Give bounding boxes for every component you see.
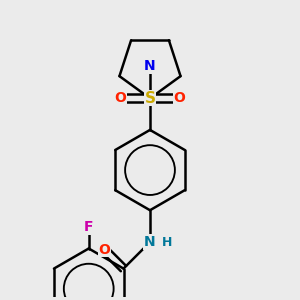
Text: F: F	[84, 220, 94, 234]
Text: H: H	[162, 236, 172, 249]
Text: N: N	[144, 59, 156, 73]
Text: N: N	[144, 235, 156, 249]
Text: O: O	[115, 91, 127, 105]
Text: O: O	[99, 243, 110, 257]
Text: S: S	[145, 91, 155, 106]
Text: O: O	[173, 91, 185, 105]
